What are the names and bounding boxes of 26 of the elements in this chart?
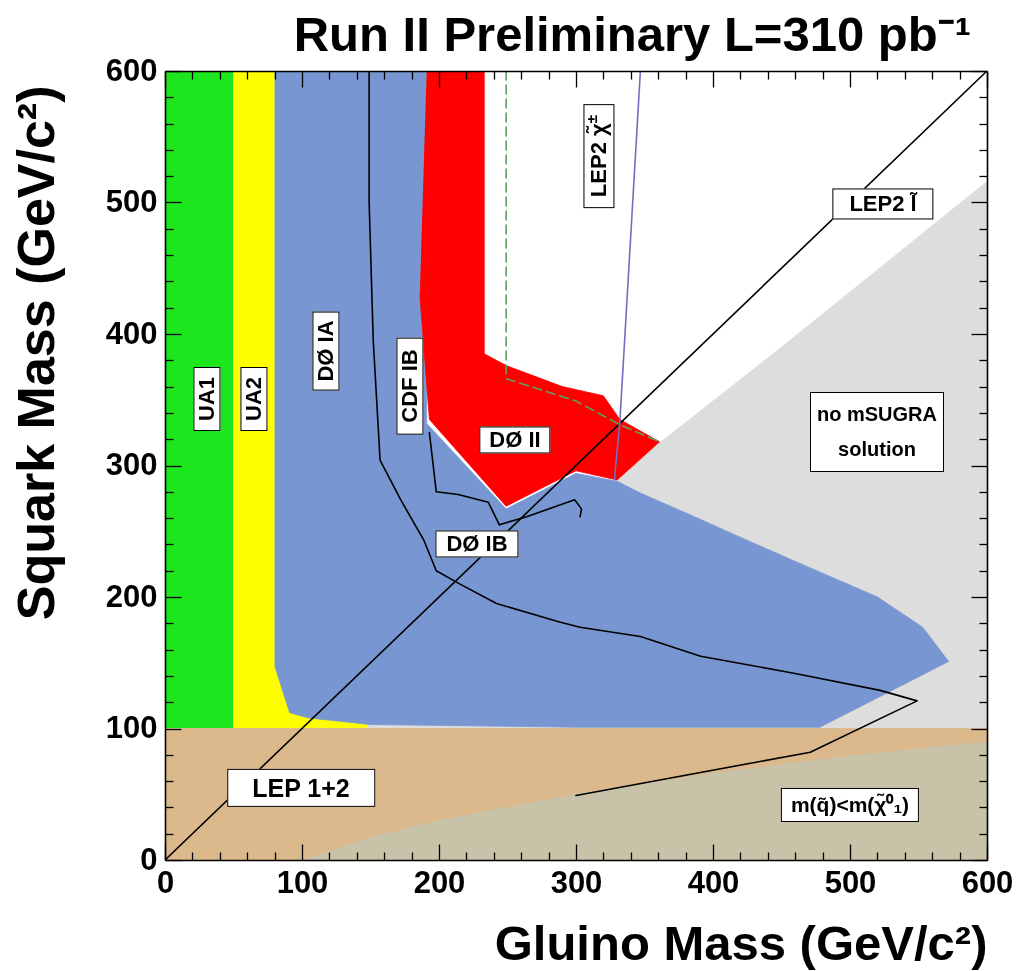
y-tick-label: 200 xyxy=(105,578,158,614)
x-axis-title: Gluino Mass (GeV/c²) xyxy=(494,915,988,970)
y-tick-label: 300 xyxy=(105,447,158,482)
x-tick-label: 200 xyxy=(413,864,466,900)
y-tick-label: 600 xyxy=(105,52,158,88)
x-tick-label: 500 xyxy=(824,864,877,900)
x-tick-label: 600 xyxy=(961,864,1014,900)
series-label: DØ IB xyxy=(435,530,519,558)
chart-title: Run II Preliminary L=310 pb⁻¹ xyxy=(293,7,971,61)
x-tick-label: 400 xyxy=(687,864,740,900)
y-tick-label: 500 xyxy=(105,184,158,219)
series-label: m(q̃)<m(χ̃⁰₁) xyxy=(780,787,920,823)
y-tick-label: 400 xyxy=(105,315,158,351)
y-axis-title: Squark Mass (GeV/c²) xyxy=(6,85,65,621)
x-tick-label: 100 xyxy=(276,864,329,900)
y-tick-label: 100 xyxy=(105,710,158,745)
text: CDF IB xyxy=(396,337,424,435)
series-label: LEP2 l̃ xyxy=(832,188,934,220)
y-tick-label: 0 xyxy=(140,841,158,877)
legend-label: no mSUGRA solution xyxy=(810,392,944,472)
series-label: DØ II xyxy=(479,426,551,454)
series-label: UA2 xyxy=(240,366,268,432)
series-label: LEP 1+2 xyxy=(227,768,375,808)
x-tick-label: 300 xyxy=(550,864,603,900)
text: DØ IA xyxy=(312,311,340,391)
series-label: UA1 xyxy=(193,366,221,432)
